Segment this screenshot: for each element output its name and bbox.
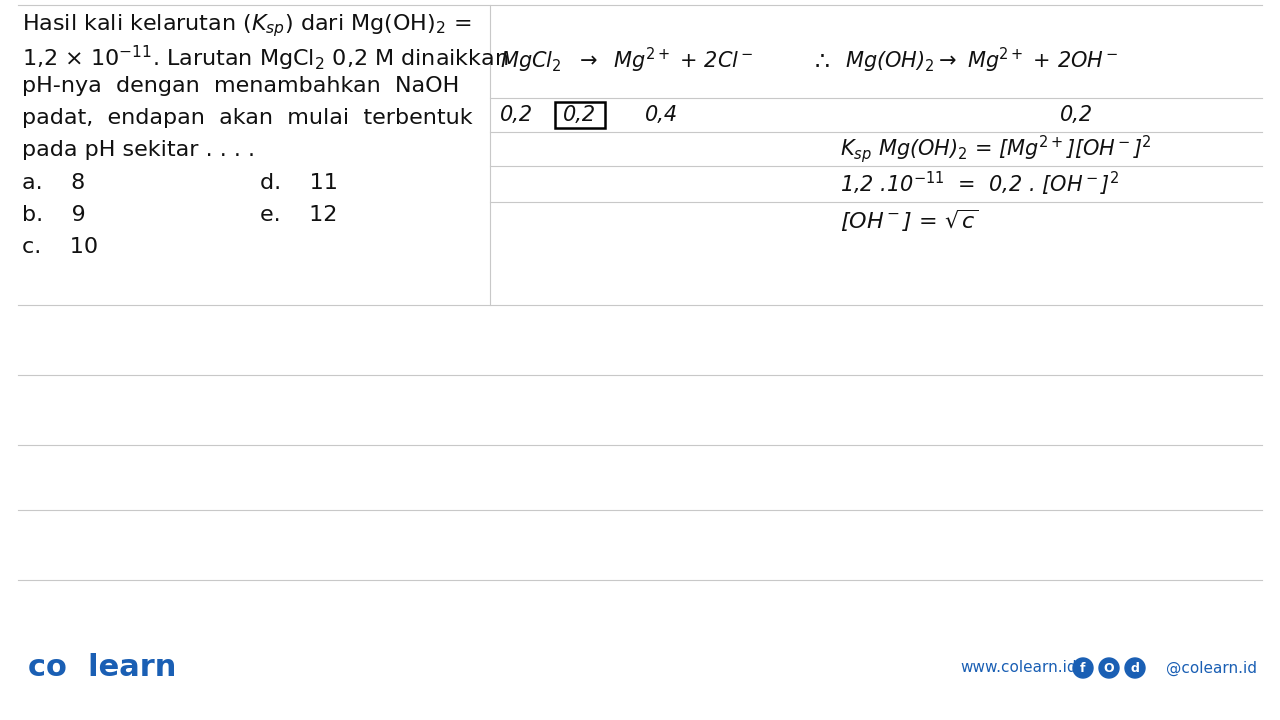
Text: www.colearn.id: www.colearn.id bbox=[960, 660, 1076, 675]
Text: 1,2 .10$^{-11}$  =  0,2 . [OH$^-$]$^2$: 1,2 .10$^{-11}$ = 0,2 . [OH$^-$]$^2$ bbox=[840, 170, 1119, 198]
Text: 1,2 × 10$^{-11}$. Larutan MgCl$_2$ 0,2 M dinaikkan: 1,2 × 10$^{-11}$. Larutan MgCl$_2$ 0,2 M… bbox=[22, 44, 508, 73]
Text: padat,  endapan  akan  mulai  terbentuk: padat, endapan akan mulai terbentuk bbox=[22, 108, 472, 128]
Text: d.    11: d. 11 bbox=[260, 173, 338, 193]
Text: pada pH sekitar . . . .: pada pH sekitar . . . . bbox=[22, 140, 255, 160]
Text: 0,2: 0,2 bbox=[1060, 105, 1093, 125]
Text: a.    8: a. 8 bbox=[22, 173, 86, 193]
Text: O: O bbox=[1103, 662, 1115, 675]
Text: K$_{sp}$ Mg(OH)$_2$ = [Mg$^{2+}$][OH$^-$]$^2$: K$_{sp}$ Mg(OH)$_2$ = [Mg$^{2+}$][OH$^-$… bbox=[840, 133, 1152, 165]
Text: 0,2: 0,2 bbox=[563, 105, 596, 125]
Circle shape bbox=[1100, 658, 1119, 678]
Text: [OH$^-$] = $\sqrt{c}$: [OH$^-$] = $\sqrt{c}$ bbox=[840, 208, 978, 234]
Text: d: d bbox=[1130, 662, 1139, 675]
Text: b.    9: b. 9 bbox=[22, 205, 86, 225]
Circle shape bbox=[1125, 658, 1146, 678]
Text: Hasil kali kelarutan ($K_{sp}$) dari Mg(OH)$_2$ =: Hasil kali kelarutan ($K_{sp}$) dari Mg(… bbox=[22, 12, 471, 39]
Text: e.    12: e. 12 bbox=[260, 205, 338, 225]
Text: $\therefore$: $\therefore$ bbox=[810, 48, 831, 72]
Text: co  learn: co learn bbox=[28, 654, 177, 683]
Text: c.    10: c. 10 bbox=[22, 237, 99, 257]
Text: @colearn.id: @colearn.id bbox=[1166, 660, 1257, 675]
Text: pH-nya  dengan  menambahkan  NaOH: pH-nya dengan menambahkan NaOH bbox=[22, 76, 460, 96]
Text: 0,4: 0,4 bbox=[645, 105, 678, 125]
Circle shape bbox=[1073, 658, 1093, 678]
Text: MgCl$_2$  $\rightarrow$  Mg$^{2+}$ + 2Cl$^-$: MgCl$_2$ $\rightarrow$ Mg$^{2+}$ + 2Cl$^… bbox=[500, 45, 754, 75]
Text: f: f bbox=[1080, 662, 1085, 675]
Text: 0,2: 0,2 bbox=[500, 105, 534, 125]
Text: Mg(OH)$_2$$\rightarrow$ Mg$^{2+}$ + 2OH$^-$: Mg(OH)$_2$$\rightarrow$ Mg$^{2+}$ + 2OH$… bbox=[845, 45, 1119, 75]
Bar bbox=[556, 102, 605, 128]
